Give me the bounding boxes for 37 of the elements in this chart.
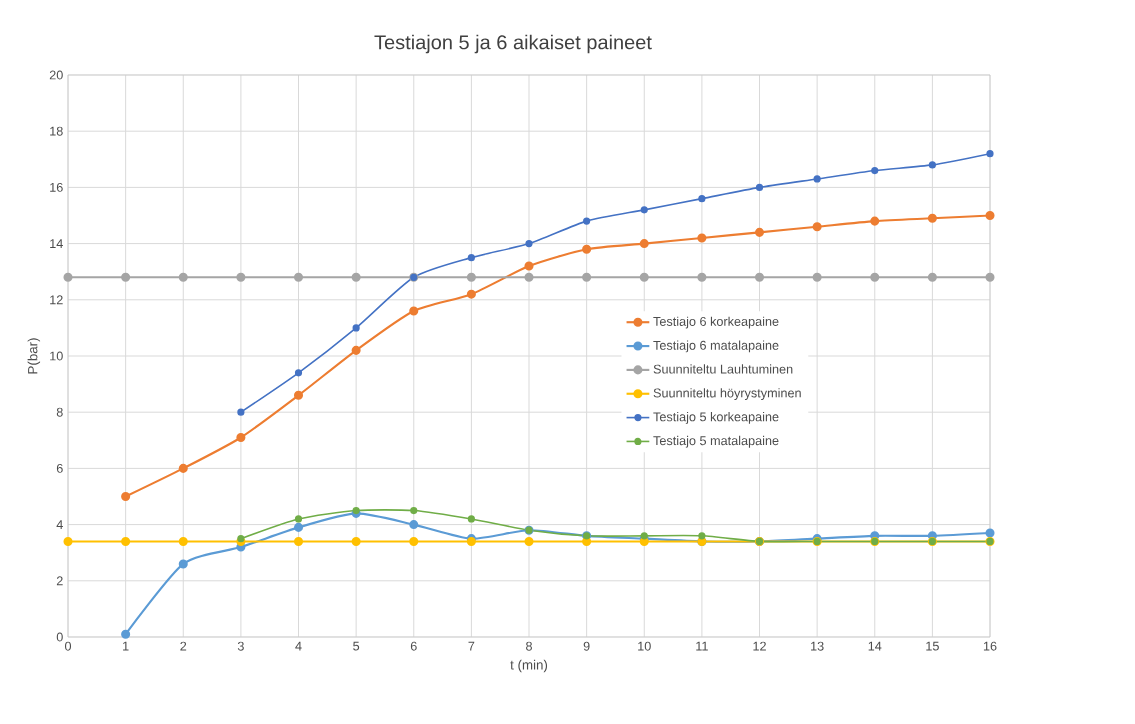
x-tick-label: 10: [638, 641, 651, 651]
y-tick-label: 18: [50, 126, 63, 136]
x-tick-label: 11: [696, 641, 708, 651]
x-tick-label: 4: [295, 641, 302, 651]
x-tick-label: 1: [123, 641, 129, 651]
y-tick-label: 4: [56, 520, 63, 529]
x-tick-label: 14: [868, 641, 882, 651]
legend-label: Testiajo 6 korkeapaine: [653, 316, 779, 329]
x-tick-label: 6: [410, 641, 417, 651]
y-tick-label: 16: [50, 182, 63, 192]
legend-label: Testiajo 5 korkeapaine: [653, 412, 779, 424]
y-tick-label: 10: [50, 351, 63, 361]
legend-label: Testiajo 6 matalapaine: [653, 340, 779, 353]
x-tick-label: 15: [926, 641, 939, 651]
x-tick-label: 5: [353, 641, 360, 651]
x-axis-title: t (min): [510, 659, 548, 673]
x-tick-label: 8: [526, 641, 532, 651]
y-tick-label: 2: [56, 576, 63, 586]
x-tick-label: 2: [180, 641, 187, 651]
x-tick-label: 9: [583, 641, 590, 651]
x-tick-label: 7: [468, 641, 475, 651]
chart-title: Testiajon 5 ja 6 aikaiset paineet: [374, 34, 652, 54]
legend-label: Suunniteltu Lauhtuminen: [653, 364, 793, 374]
y-tick-label: 14: [50, 239, 63, 248]
y-axis-title: P(bar): [27, 338, 41, 374]
x-tick-label: 12: [753, 641, 766, 651]
x-tick-label: 0: [64, 641, 72, 651]
x-tick-label: 13: [811, 641, 824, 651]
x-tick-label: 3: [237, 641, 244, 651]
y-tick-label: 6: [56, 463, 63, 473]
y-tick-label: 20: [49, 70, 63, 80]
legend-label: Testiajo 5 matalapaine: [653, 435, 779, 448]
y-tick-label: 0: [56, 632, 63, 642]
y-tick-label: 12: [50, 295, 63, 305]
legend-label: Suunniteltu höyrystyminen: [653, 388, 801, 400]
y-tick-label: 8: [56, 407, 63, 417]
x-tick-label: 16: [983, 641, 997, 651]
